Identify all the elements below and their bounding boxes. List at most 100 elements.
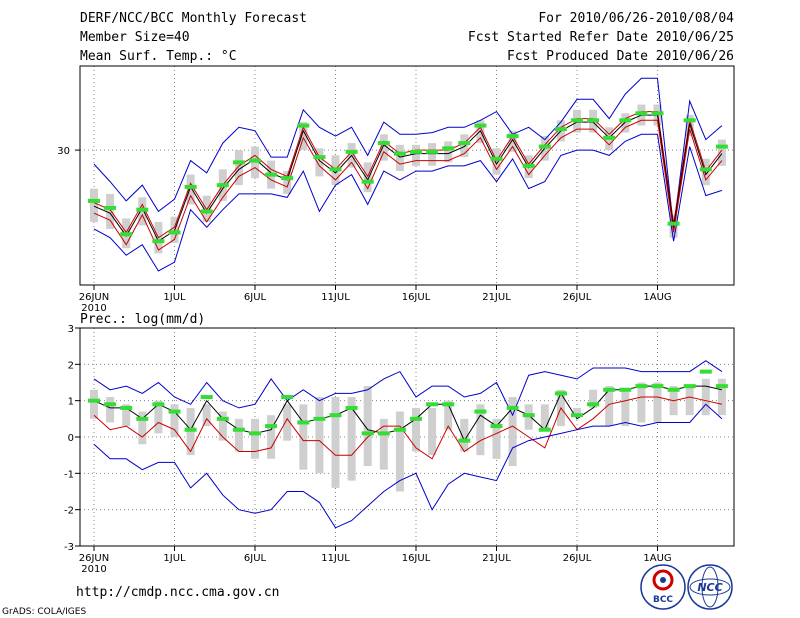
ensemble-marker <box>522 163 535 168</box>
ensemble-marker <box>152 402 165 407</box>
ensemble-marker <box>345 405 358 410</box>
spread-bar <box>492 418 501 459</box>
spread-bar <box>90 389 98 419</box>
spread-bar <box>90 188 98 222</box>
ensemble-marker <box>651 384 664 389</box>
series-line-median <box>93 111 723 239</box>
spread-bar <box>299 404 308 470</box>
ensemble-marker <box>571 118 583 123</box>
ensemble-marker <box>490 156 503 161</box>
spread-bar <box>170 404 179 437</box>
x-tick-label: 1AUG <box>643 292 671 303</box>
spread-bar <box>315 397 324 474</box>
ensemble-marker <box>297 123 310 128</box>
x-tick-label: 26JUL <box>563 553 592 564</box>
y-tick-label: -1 <box>64 469 74 480</box>
ensemble-marker <box>442 146 455 151</box>
spread-bar <box>508 397 517 467</box>
x-tick-label: 6JUL <box>244 553 267 564</box>
ensemble-marker <box>168 409 181 414</box>
ensemble-marker <box>426 149 439 154</box>
ensemble-marker <box>377 141 390 146</box>
ensemble-marker <box>667 221 680 226</box>
spread-bar <box>717 139 726 166</box>
x-tick-label: 1AUG <box>643 553 671 564</box>
x-tick-label: 16JUL <box>402 553 431 564</box>
spread-bar <box>621 113 630 133</box>
spread-bar <box>347 397 356 481</box>
plot-frame <box>79 327 735 547</box>
spread-bar <box>589 389 598 408</box>
spread-bar <box>363 386 372 467</box>
spread-bar <box>379 418 388 470</box>
ensemble-marker <box>458 438 471 443</box>
ensemble-marker <box>426 402 439 407</box>
plot-frame <box>79 65 735 286</box>
ensemble-marker <box>554 127 567 132</box>
spread-bar <box>717 378 726 416</box>
spread-bar <box>283 171 292 194</box>
y-tick-label: 3 <box>68 324 74 335</box>
spread-bar <box>412 407 420 452</box>
series-line-member <box>93 119 723 251</box>
spread-bar <box>186 174 195 205</box>
spread-bar <box>138 411 147 445</box>
spread-bar <box>379 134 388 161</box>
x-tick-label: 21JUL <box>482 292 511 303</box>
header-produced: Fcst Produced Date 2010/06/26 <box>507 49 734 64</box>
x-tick-label: 1JUL <box>163 292 186 303</box>
ensemble-marker <box>249 158 261 163</box>
x-tick-label: 11JUL <box>321 292 350 303</box>
ensemble-marker <box>104 402 117 407</box>
temperature-panel: 26JUN 1JUL 6JUL 11JUL 16JUL 21JUL 26JUL 1AUG 201… <box>57 65 735 314</box>
ensemble-marker <box>474 409 487 414</box>
ensemble-marker <box>683 384 696 389</box>
spread-bar <box>444 141 453 163</box>
spread-bar <box>605 386 614 427</box>
ensemble-marker <box>410 416 422 421</box>
spread-bar <box>234 150 243 186</box>
y-tick-label: 30 <box>57 146 70 157</box>
x-year-label: 2010 <box>81 303 106 314</box>
header-variable: Mean Surf. Temp.: °C <box>80 49 237 64</box>
spread-bar <box>234 418 243 452</box>
spread-bar <box>395 411 404 492</box>
y-tick-label: -2 <box>64 506 74 517</box>
spread-bar <box>218 411 227 441</box>
header-title: DERF/NCC/BCC Monthly Forecast <box>80 11 307 26</box>
footer-url[interactable]: http://cmdp.ncc.cma.gov.cn <box>76 585 280 600</box>
x-tick-label: 16JUL <box>402 292 431 303</box>
spread-bar <box>573 407 581 416</box>
x-tick-label: 21JUL <box>482 553 511 564</box>
footer-credit: GrADS: COLA/IGES <box>2 607 86 617</box>
ensemble-marker <box>715 144 728 149</box>
x-tick-label: 26JUN <box>79 292 109 303</box>
ensemble-marker <box>216 416 229 421</box>
ensemble-marker <box>506 134 519 139</box>
spread-bar <box>428 143 437 166</box>
series-line-min <box>93 403 723 529</box>
ensemble-marker <box>490 424 503 429</box>
ensemble-marker <box>232 160 245 165</box>
ensemble-marker <box>635 384 648 389</box>
ensemble-marker <box>313 416 326 421</box>
x-tick-label: 11JUL <box>321 553 350 564</box>
spread-bar <box>267 415 276 459</box>
ensemble-marker <box>120 405 133 410</box>
ensemble-marker <box>120 232 133 237</box>
ensemble-marker <box>699 167 712 172</box>
ensemble-marker <box>458 141 471 146</box>
spread-bar <box>653 382 662 423</box>
ensemble-marker <box>361 179 374 184</box>
spread-bar <box>202 404 211 427</box>
x-year-label: 2010 <box>81 564 106 575</box>
ensemble-marker <box>667 387 680 392</box>
spread-bar <box>701 378 710 416</box>
ensemble-marker <box>281 395 294 400</box>
series-line-max <box>93 77 723 229</box>
ensemble-marker <box>88 398 100 403</box>
spread-bar <box>540 404 549 430</box>
ensemble-marker <box>88 198 100 203</box>
ensemble-marker <box>619 118 632 123</box>
